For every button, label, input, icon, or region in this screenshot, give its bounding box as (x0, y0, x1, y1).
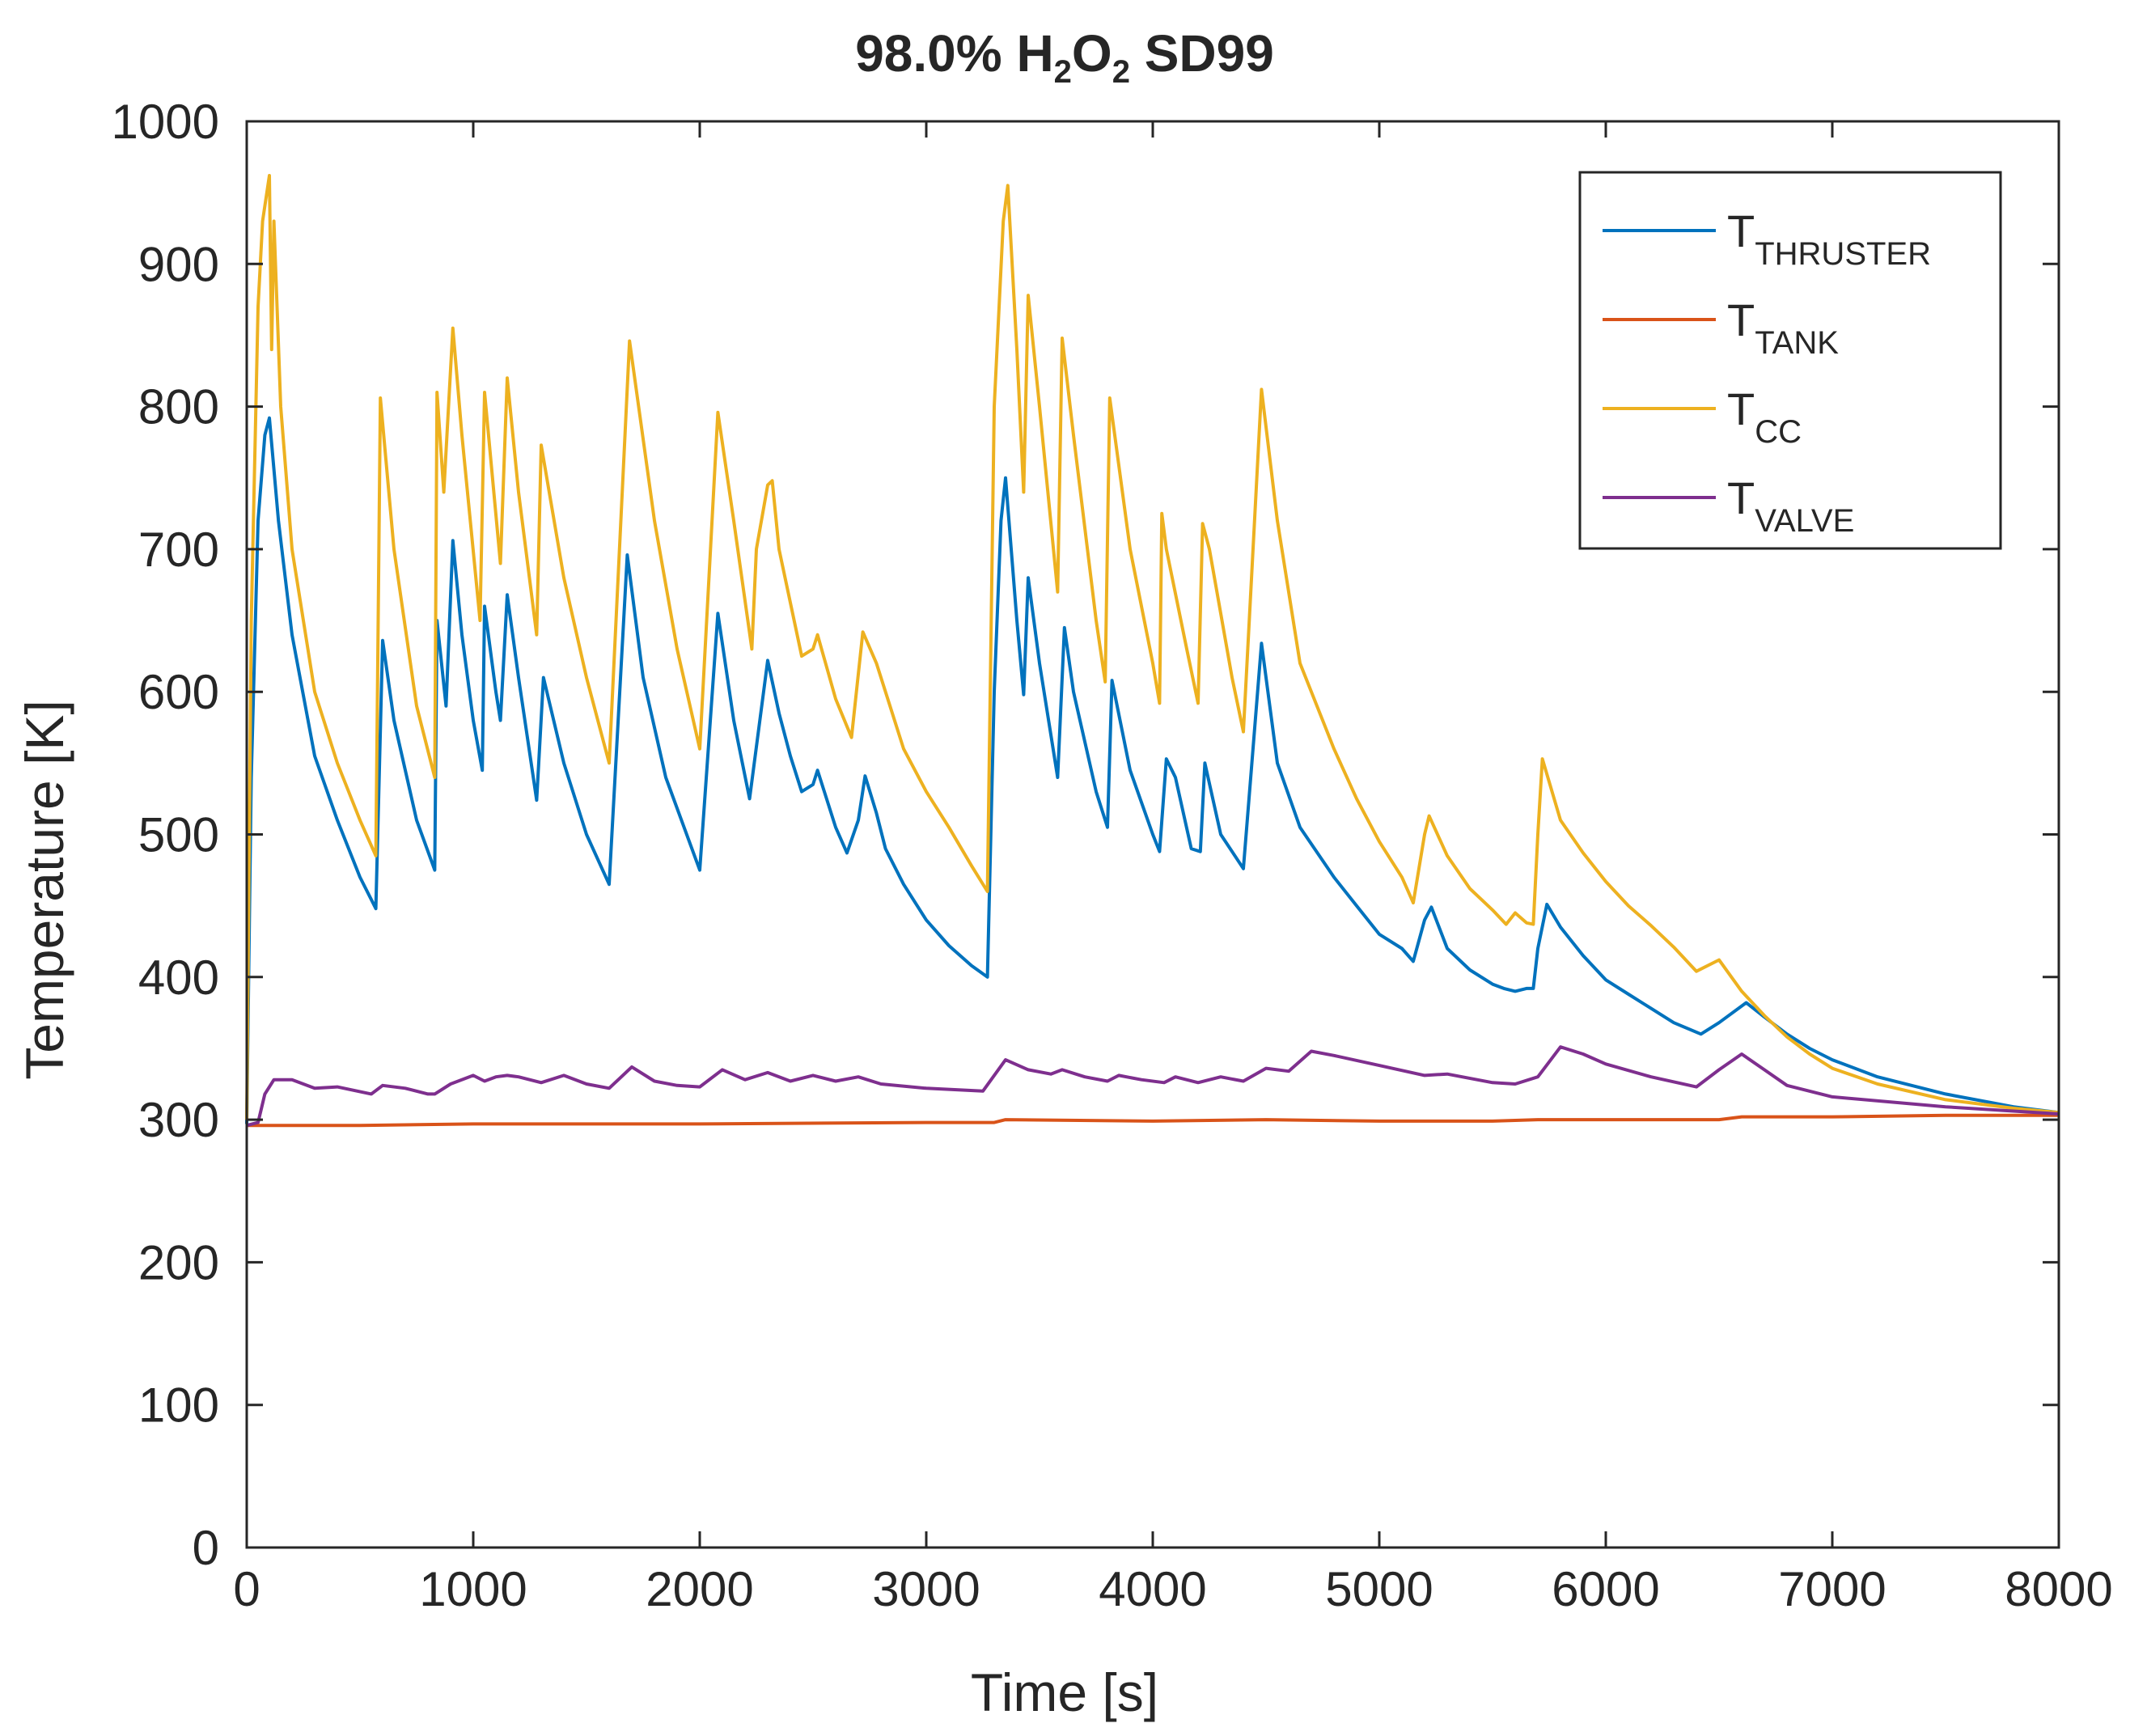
legend-box (1578, 171, 2002, 550)
y-tick-label: 500 (138, 808, 219, 862)
title-part: 98.0% H (855, 24, 1053, 83)
chart-title: 98.0% H2O2 SD99 (855, 24, 1274, 90)
title-subscript: 2 (1054, 54, 1072, 90)
series-line-thruster (245, 416, 2060, 1124)
legend-entry: TVALVE (1727, 472, 1854, 539)
y-tick-label: 1000 (112, 95, 219, 149)
title-part: SD99 (1130, 24, 1274, 83)
x-tick-label: 8000 (2005, 1562, 2112, 1616)
y-tick-label: 900 (138, 237, 219, 291)
y-tick-label: 600 (138, 665, 219, 719)
title-part: O (1072, 24, 1112, 83)
x-tick-label: 7000 (1778, 1562, 1886, 1616)
x-tick-label: 1000 (419, 1562, 527, 1616)
axis-tick-labels: 0 1000 2000 3000 4000 5000 6000 7000 8000 0 100 200… (112, 95, 2113, 1616)
y-tick-label: 400 (138, 951, 219, 1005)
x-tick-label: 6000 (1552, 1562, 1659, 1616)
x-tick-label: 4000 (1099, 1562, 1206, 1616)
legend-entry: TCC (1727, 383, 1802, 450)
axis-ticks (245, 120, 2060, 1549)
x-tick-label: 3000 (872, 1562, 980, 1616)
x-axis-title: Time [s] (971, 1662, 1158, 1722)
legend-entry: TTANK (1727, 294, 1839, 361)
title-subscript: 2 (1112, 54, 1130, 90)
series-layer (245, 174, 2060, 1128)
y-tick-label: 800 (138, 380, 219, 434)
series-line-valve (246, 1045, 2060, 1128)
y-tick-label: 0 (193, 1521, 219, 1575)
series-line-cc (245, 174, 2060, 1120)
y-tick-label: 200 (138, 1235, 219, 1289)
y-axis-title: Temperature [K] (15, 700, 74, 1080)
x-tick-label: 5000 (1325, 1562, 1433, 1616)
y-tick-label: 300 (138, 1093, 219, 1147)
x-tick-label: 2000 (646, 1562, 753, 1616)
legend-entry: TTHRUSTER (1727, 205, 1931, 272)
legend: TTHRUSTER TTANK TCC TVALVE (1578, 171, 2002, 550)
y-tick-label: 100 (138, 1378, 219, 1433)
series-line-tank (247, 1113, 2059, 1128)
y-tick-label: 700 (138, 523, 219, 577)
x-tick-label: 0 (233, 1562, 260, 1616)
